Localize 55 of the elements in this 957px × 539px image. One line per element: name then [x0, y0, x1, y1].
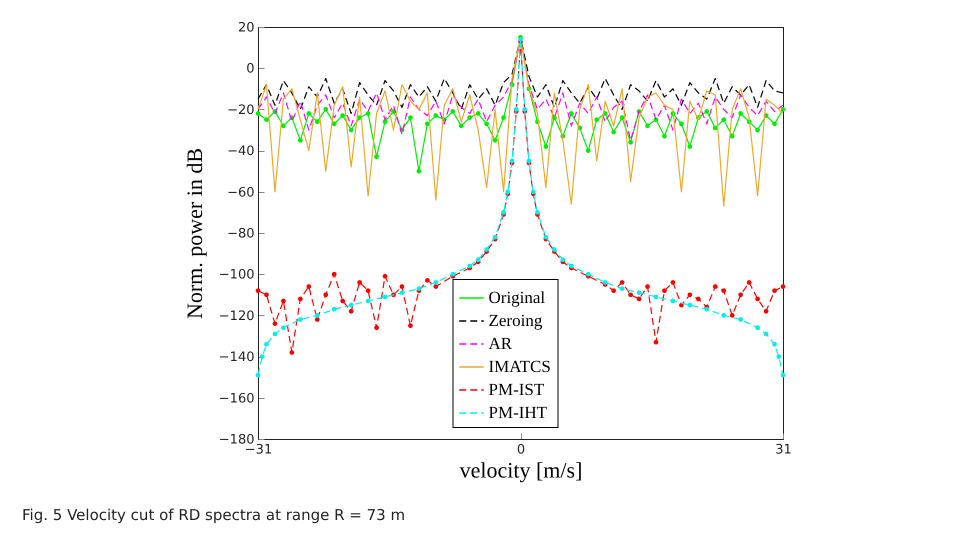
point — [776, 354, 782, 359]
point — [314, 313, 320, 318]
point — [636, 290, 642, 296]
x-tick-label: 0 — [516, 442, 526, 458]
legend-label: PM-IST — [488, 380, 545, 399]
point — [256, 372, 260, 378]
point — [348, 302, 354, 308]
point — [492, 234, 498, 240]
point — [298, 317, 303, 322]
y-tick-label: 20 — [238, 20, 254, 36]
legend-label: PM-IHT — [488, 403, 548, 422]
point — [780, 372, 786, 378]
point — [505, 189, 510, 194]
y-axis-title: Norm. power in dB — [182, 148, 207, 320]
y-tick-label: −120 — [218, 308, 254, 324]
point — [772, 342, 777, 347]
point — [654, 294, 658, 300]
point — [764, 332, 768, 336]
legend-label: AR — [488, 334, 513, 353]
y-tick-label: −80 — [227, 226, 254, 242]
point — [382, 294, 388, 300]
point — [260, 354, 265, 359]
point — [544, 234, 548, 240]
point — [476, 257, 481, 262]
point — [721, 313, 726, 318]
y-tick-label: 0 — [246, 62, 254, 77]
point — [738, 317, 744, 322]
y-tick-label: −20 — [227, 102, 254, 118]
line-series — [257, 36, 784, 207]
y-tick-label: −160 — [218, 391, 254, 406]
x-tick-label: 31 — [775, 442, 792, 458]
point — [560, 257, 566, 262]
point — [400, 290, 404, 296]
point — [416, 286, 422, 291]
point — [272, 332, 278, 336]
point — [264, 342, 269, 347]
y-tick-label: −60 — [227, 185, 254, 200]
point — [755, 325, 760, 330]
x-axis-title: velocity [m/s] — [460, 458, 582, 482]
point — [688, 302, 692, 308]
point — [366, 298, 370, 304]
y-tick-label: −140 — [218, 350, 254, 366]
point — [620, 286, 624, 291]
legend-label: Zeroing — [488, 311, 543, 330]
y-tick-label: −100 — [218, 268, 254, 283]
point — [332, 306, 337, 312]
point — [281, 325, 286, 330]
legend-label: IMATCS — [488, 357, 551, 376]
point — [433, 280, 438, 285]
point — [530, 189, 536, 194]
legend-label: Original — [488, 288, 546, 307]
point — [670, 298, 676, 304]
point — [704, 306, 710, 312]
y-tick-label: −40 — [227, 144, 254, 160]
caption: Fig. 5 Velocity cut of RD spectra at range R = 73 m — [22, 506, 406, 524]
